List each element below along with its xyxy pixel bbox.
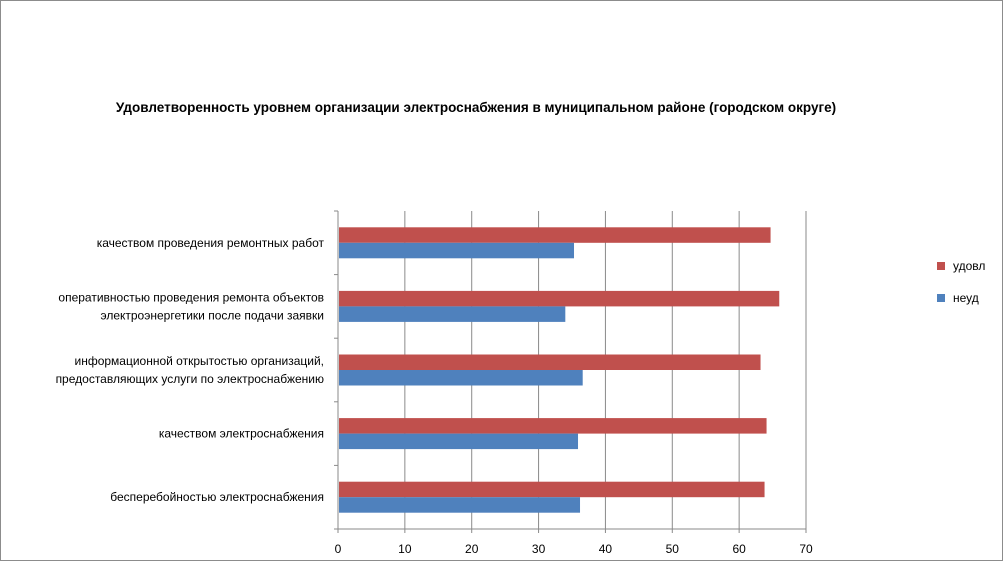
- x-tick-label: 0: [335, 542, 342, 556]
- category-label: предоставляющих услуги по электроснабжен…: [56, 372, 324, 386]
- legend-swatch: [937, 262, 945, 270]
- bar-neud: [339, 497, 581, 513]
- legend-swatch: [937, 294, 945, 302]
- bar-neud: [339, 370, 583, 386]
- legend-item: удовл: [937, 259, 985, 273]
- x-tick-label: 70: [799, 542, 813, 556]
- bar-udovl: [339, 418, 767, 434]
- bar-udovl: [339, 481, 765, 498]
- x-tick-label: 30: [532, 542, 546, 556]
- chart-title: Удовлетворенность уровнем организации эл…: [115, 100, 837, 115]
- bar-udovl: [339, 227, 771, 243]
- x-tick-label: 20: [465, 542, 479, 556]
- bar-neud: [339, 242, 575, 259]
- x-tick-label: 10: [398, 542, 412, 556]
- category-label: оперативностью проведения ремонта объект…: [58, 290, 324, 304]
- bar-neud: [339, 433, 579, 450]
- legend-label: неуд: [953, 291, 979, 305]
- bar-neud: [339, 306, 566, 322]
- x-tick-label: 40: [599, 542, 613, 556]
- legend-item: неуд: [937, 291, 985, 305]
- legend-label: удовл: [953, 259, 986, 273]
- bar-udovl: [339, 354, 761, 370]
- category-label: качеством электроснабжения: [159, 427, 324, 441]
- chart-legend: удовл неуд: [937, 259, 985, 323]
- x-tick-label: 50: [666, 542, 680, 556]
- x-tick-label: 60: [732, 542, 746, 556]
- category-label: информационной открытостью организаций,: [74, 354, 324, 368]
- category-label: качеством проведения ремонтных работ: [97, 236, 325, 250]
- bar-udovl: [339, 290, 780, 307]
- category-label: бесперебойностью электроснабжения: [110, 490, 324, 504]
- category-label: электроэнергетики после подачи заявки: [100, 308, 324, 322]
